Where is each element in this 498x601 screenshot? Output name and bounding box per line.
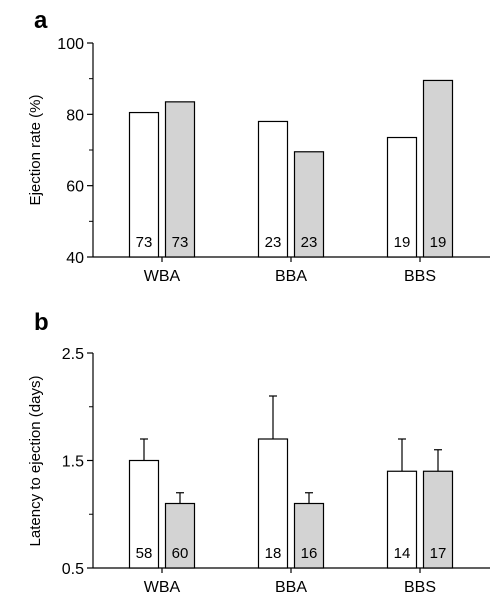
panel-a-bar xyxy=(128,111,160,258)
panel-b-category-label: BBA xyxy=(275,579,307,596)
panel-a-ytick-label: 100 xyxy=(57,36,84,53)
panel-a-bar xyxy=(257,120,289,258)
panel-a-ytick-label: 40 xyxy=(66,250,84,267)
panel-b-bar xyxy=(128,459,160,569)
panel-b-sample-size-label: 16 xyxy=(301,545,318,562)
panel-a-plot: 40 60 80 100 WBA BBA BBS 73 23 19 73 23 19 xyxy=(57,36,490,285)
panel-a-ytick-label: 60 xyxy=(66,179,84,196)
panel-b-plot: 0.5 1.5 2.5 WBA BBA BBS 58 18 14 60 16 17 xyxy=(62,346,490,596)
panel-a-ytick-label: 80 xyxy=(66,107,84,124)
panel-b-bar xyxy=(164,502,196,569)
panel-a-sample-size-label: 73 xyxy=(172,234,189,251)
panel-b-sample-size-label: 18 xyxy=(265,545,282,562)
panel-a-category-label: BBS xyxy=(404,268,436,285)
panel-b-category-label: WBA xyxy=(144,579,181,596)
panel-b-sample-size-label: 58 xyxy=(136,545,153,562)
panel-b-sample-size-label: 60 xyxy=(172,545,189,562)
panel-b-bar xyxy=(293,502,325,569)
panel-a-category-label: WBA xyxy=(144,268,181,285)
panel-a-bar xyxy=(386,136,418,258)
panel-a-bar xyxy=(422,79,454,258)
panel-b-letter: b xyxy=(34,309,49,336)
panel-b-sample-size-label: 14 xyxy=(394,545,411,562)
panel-b-ytick-label: 2.5 xyxy=(62,346,84,363)
panel-a-sample-size-label: 23 xyxy=(265,234,282,251)
panel-b-ylabel: Latency to ejection (days) xyxy=(27,376,44,547)
panel-a-letter: a xyxy=(34,7,48,34)
panel-b-bar xyxy=(257,438,289,569)
panel-a-sample-size-label: 19 xyxy=(394,234,411,251)
panel-a-sample-size-label: 23 xyxy=(301,234,318,251)
panel-a-bar xyxy=(164,101,196,258)
panel-a-sample-size-label: 73 xyxy=(136,234,153,251)
panel-a-ylabel: Ejection rate (%) xyxy=(27,95,44,206)
panel-b-ytick-label: 1.5 xyxy=(62,454,84,471)
panel-a-category-label: BBA xyxy=(275,268,307,285)
panel-b-ytick-label: 0.5 xyxy=(62,561,84,578)
panel-b-sample-size-label: 17 xyxy=(430,545,447,562)
panel-a-sample-size-label: 19 xyxy=(430,234,447,251)
panel-b-category-label: BBS xyxy=(404,579,436,596)
panel-a-bar xyxy=(293,151,325,258)
